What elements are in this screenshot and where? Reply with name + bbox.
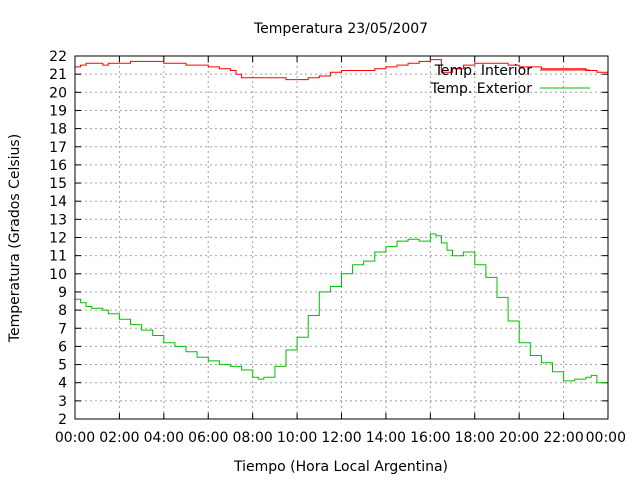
series-layer: [75, 59, 609, 396]
y-tick-label: 20: [49, 85, 67, 101]
x-tick-label: 00:00: [586, 430, 626, 446]
x-tick-label: 10:00: [277, 430, 317, 446]
x-tick-label: 16:00: [410, 430, 450, 446]
x-tick-label: 04:00: [144, 430, 184, 446]
y-tick-label: 8: [58, 303, 67, 319]
y-tick-label: 7: [58, 321, 67, 337]
plot-frame: [74, 55, 609, 420]
x-axis-label: Tiempo (Hora Local Argentina): [233, 459, 448, 475]
x-tick-label: 00:00: [55, 430, 95, 446]
legend-label-interior: Temp. Interior: [434, 63, 533, 79]
y-tick-label: 14: [49, 194, 67, 210]
series-line-exterior: [75, 233, 609, 396]
legend-label-exterior: Temp. Exterior: [430, 81, 533, 97]
y-tick-label: 16: [49, 158, 67, 174]
legend: Temp. Interior Temp. Exterior: [430, 63, 590, 97]
y-tick-label: 12: [49, 231, 67, 247]
y-tick-label: 2: [58, 412, 67, 428]
y-tick-label: 13: [49, 212, 67, 228]
y-tick-label: 5: [58, 358, 67, 374]
x-tick-label: 22:00: [543, 430, 583, 446]
y-tick-label: 11: [49, 249, 67, 265]
y-tick-label: 10: [49, 267, 67, 283]
y-tick-label: 15: [49, 176, 67, 192]
x-tick-label: 06:00: [188, 430, 228, 446]
x-tick-label: 14:00: [366, 430, 406, 446]
grid-layer: [75, 56, 608, 419]
x-tick-label: 18:00: [455, 430, 495, 446]
x-tick-label: 08:00: [232, 430, 272, 446]
x-tick-label: 20:00: [499, 430, 539, 446]
y-tick-label: 9: [58, 285, 67, 301]
y-tick-label: 21: [49, 67, 67, 83]
y-axis-label: Temperatura (Grados Celsius): [7, 134, 23, 343]
x-tick-label: 02:00: [99, 430, 139, 446]
y-tick-label: 3: [58, 394, 67, 410]
y-tick-label: 4: [58, 376, 67, 392]
y-tick-label: 19: [49, 103, 67, 119]
x-tick-label: 12:00: [321, 430, 361, 446]
y-tick-label: 6: [58, 339, 67, 355]
y-tick-label: 17: [49, 140, 67, 156]
series-line-interior: [75, 59, 608, 81]
y-tick-label: 18: [49, 122, 67, 138]
y-tick-label: 22: [49, 49, 67, 65]
chart-title: Temperatura 23/05/2007: [253, 21, 428, 37]
